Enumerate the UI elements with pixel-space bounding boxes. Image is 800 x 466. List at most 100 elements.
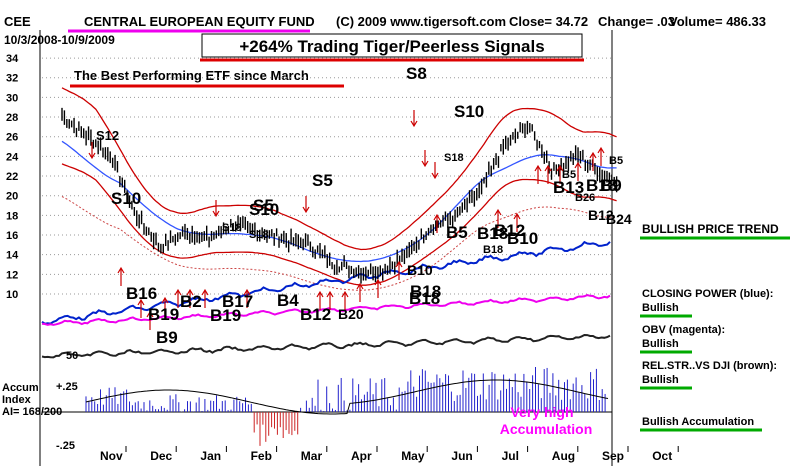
y-tick-label: 18 (6, 210, 18, 222)
obv-value: Bullish (642, 338, 679, 350)
sell-arrow (88, 142, 96, 160)
buy-arrow (243, 288, 251, 308)
buy-arrow (589, 151, 597, 171)
accum-minus: -.25 (56, 440, 75, 452)
buy-signal-label: B5 (446, 223, 468, 242)
headline: +264% Trading Tiger/Peerless Signals (239, 37, 544, 56)
month-labels: Nov Dec Jan Feb Mar Apr May Jun Jul Aug Sep Oct (100, 446, 679, 463)
buy-signal-label: B10 (507, 229, 538, 248)
y-tick-label: 30 (6, 92, 18, 104)
accumulation-status: Bullish Accumulation (642, 416, 754, 428)
y-tick-label: 24 (6, 151, 19, 163)
y-tick-label: 12 (6, 269, 18, 281)
buy-signal-label: B10 (407, 262, 433, 278)
month-label: Jun (451, 449, 472, 463)
sell-arrow (410, 110, 418, 128)
buy-signal-label: B5 (562, 169, 576, 181)
sell-arrow (212, 200, 220, 218)
sell-signal-label: S18 (444, 152, 464, 164)
buy-arrow (137, 298, 145, 318)
month-label: Oct (652, 449, 672, 463)
relstr-title: REL.STR..VS DJI (brown): (642, 360, 777, 372)
buy-arrow (433, 213, 441, 233)
buy-signal-label: B5 (609, 155, 623, 167)
very-high-label: Very high (510, 404, 573, 420)
copyright: (C) 2009 www.tigersoft.com (336, 14, 506, 29)
obv-title: OBV (magenta): (642, 324, 725, 336)
buy-signal-label: B20 (338, 306, 364, 322)
y-tick-label: 32 (6, 73, 18, 85)
accumulation-label: Accumulation (500, 421, 593, 437)
month-label: Jul (502, 449, 519, 463)
buy-arrow (513, 212, 521, 232)
month-label: Mar (301, 449, 323, 463)
buy-arrow (556, 164, 564, 184)
buy-signal-label: B12 (588, 207, 614, 223)
buy-arrow (341, 290, 349, 310)
sell-arrow (302, 196, 310, 214)
buy-arrow (161, 296, 169, 316)
buy-arrow (117, 266, 125, 286)
buy-signal-label: B16 (126, 284, 157, 303)
month-label: Aug (552, 449, 575, 463)
date-range: 10/3/2008-10/9/2009 (4, 33, 115, 47)
sell-arrow (421, 150, 429, 168)
relstr-line (41, 333, 611, 359)
price-bands (61, 87, 617, 291)
sell-signal-label: S10 (249, 200, 279, 219)
relstr-value: Bullish (642, 374, 679, 386)
y-tick-label: 28 (6, 112, 18, 124)
symbol-label: CEE (4, 14, 31, 29)
sell-signal-label: S10 (111, 189, 141, 208)
signal-arrows (88, 110, 605, 330)
buy-signal-label: B2 (180, 292, 202, 311)
lower-indicators (41, 240, 611, 359)
month-label: Dec (150, 449, 172, 463)
support-line (61, 196, 617, 291)
y-tick-label: 16 (6, 230, 18, 242)
sell-signal-label: S18 (222, 222, 242, 234)
sell-signal-label: S5 (253, 196, 274, 215)
buy-signal-label: B18 (409, 289, 440, 308)
y-tick-label: 14 (6, 250, 19, 262)
month-label: Sep (602, 449, 624, 463)
accumulation-histogram (42, 366, 612, 446)
buy-arrow (494, 208, 502, 228)
buy-arrow (316, 290, 324, 310)
subheadline: The Best Performing ETF since March (74, 68, 309, 83)
buy-arrow (574, 161, 582, 181)
accum-moving-average (85, 379, 609, 415)
y-tick-label: 26 (6, 132, 18, 144)
buy-arrow (326, 290, 334, 310)
ai-label: AI= 168/200 (2, 406, 62, 418)
buy-signal-label: B18 (477, 224, 508, 243)
closing-power-value: Bullish (642, 302, 679, 314)
close-value: Close= 34.72 (509, 14, 588, 29)
sell-signal-label: S18 (249, 229, 269, 241)
y-tick-label: 10 (6, 289, 18, 301)
upper-band (61, 87, 617, 251)
month-label: Nov (100, 449, 123, 463)
accum-plus: +.25 (56, 381, 78, 393)
buy-signal-label: B12 (494, 221, 525, 240)
buy-signal-label: B4 (277, 291, 299, 310)
price-bars (61, 107, 618, 284)
index-label: Index (2, 394, 32, 406)
month-label: Jan (200, 449, 221, 463)
buy-signal-label: B17 (222, 292, 253, 311)
obv-line (41, 294, 611, 326)
y-axis-ticks: 34 32 30 28 26 24 22 20 18 16 14 12 10 (6, 53, 19, 301)
closing-power-line (41, 240, 611, 325)
buy-signal-label: B12 (300, 305, 331, 324)
buy-arrow (597, 146, 605, 166)
headline-box (201, 33, 583, 58)
buy-signal-label: B9 (156, 328, 178, 347)
buy-arrow (356, 282, 364, 302)
moving-average (61, 140, 617, 263)
buy-signal-label: B18 (410, 282, 441, 301)
buy-signal-label: B26 (575, 192, 595, 204)
bullish-price-trend: BULLISH PRICE TREND (642, 222, 779, 236)
buy-signal-label: B13 (553, 178, 584, 197)
